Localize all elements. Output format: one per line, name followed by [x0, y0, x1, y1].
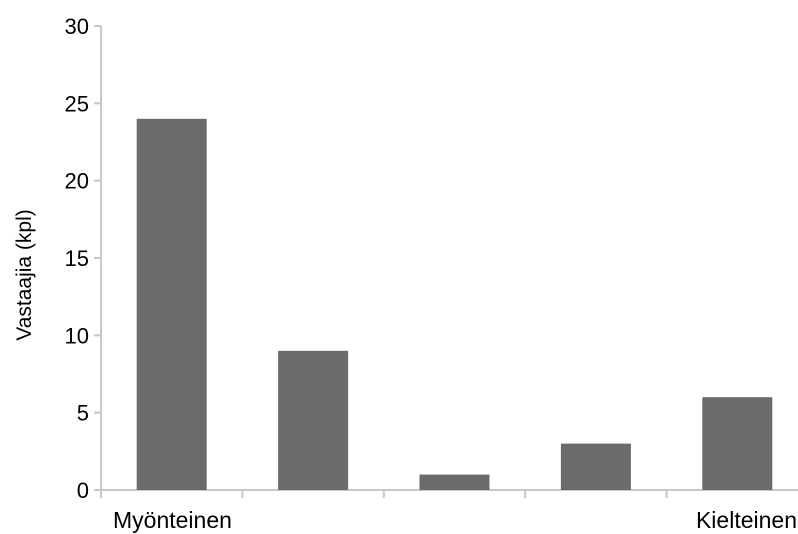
y-axis-title: Vastaajia (kpl): [13, 209, 36, 341]
bars: [136, 118, 773, 491]
y-tick-label: 0: [77, 478, 89, 503]
bar: [419, 474, 490, 490]
bar: [136, 118, 207, 491]
y-tick-label: 30: [65, 14, 89, 39]
x-axis: Myönteinen Kielteinen: [94, 489, 798, 533]
x-tick-label: Myönteinen: [113, 507, 232, 533]
y-tick-label: 15: [65, 246, 89, 271]
y-axis: 0 5 10 15 20 25 30: [65, 14, 102, 503]
y-tick-label: 10: [65, 323, 89, 348]
x-tick-label: Kielteinen: [696, 507, 797, 533]
y-tick-label: 20: [65, 169, 89, 194]
bar: [560, 443, 631, 490]
y-tick-label: 25: [65, 91, 89, 116]
bar: [278, 350, 349, 490]
bar: [702, 397, 773, 490]
y-tick-label: 5: [77, 401, 89, 426]
